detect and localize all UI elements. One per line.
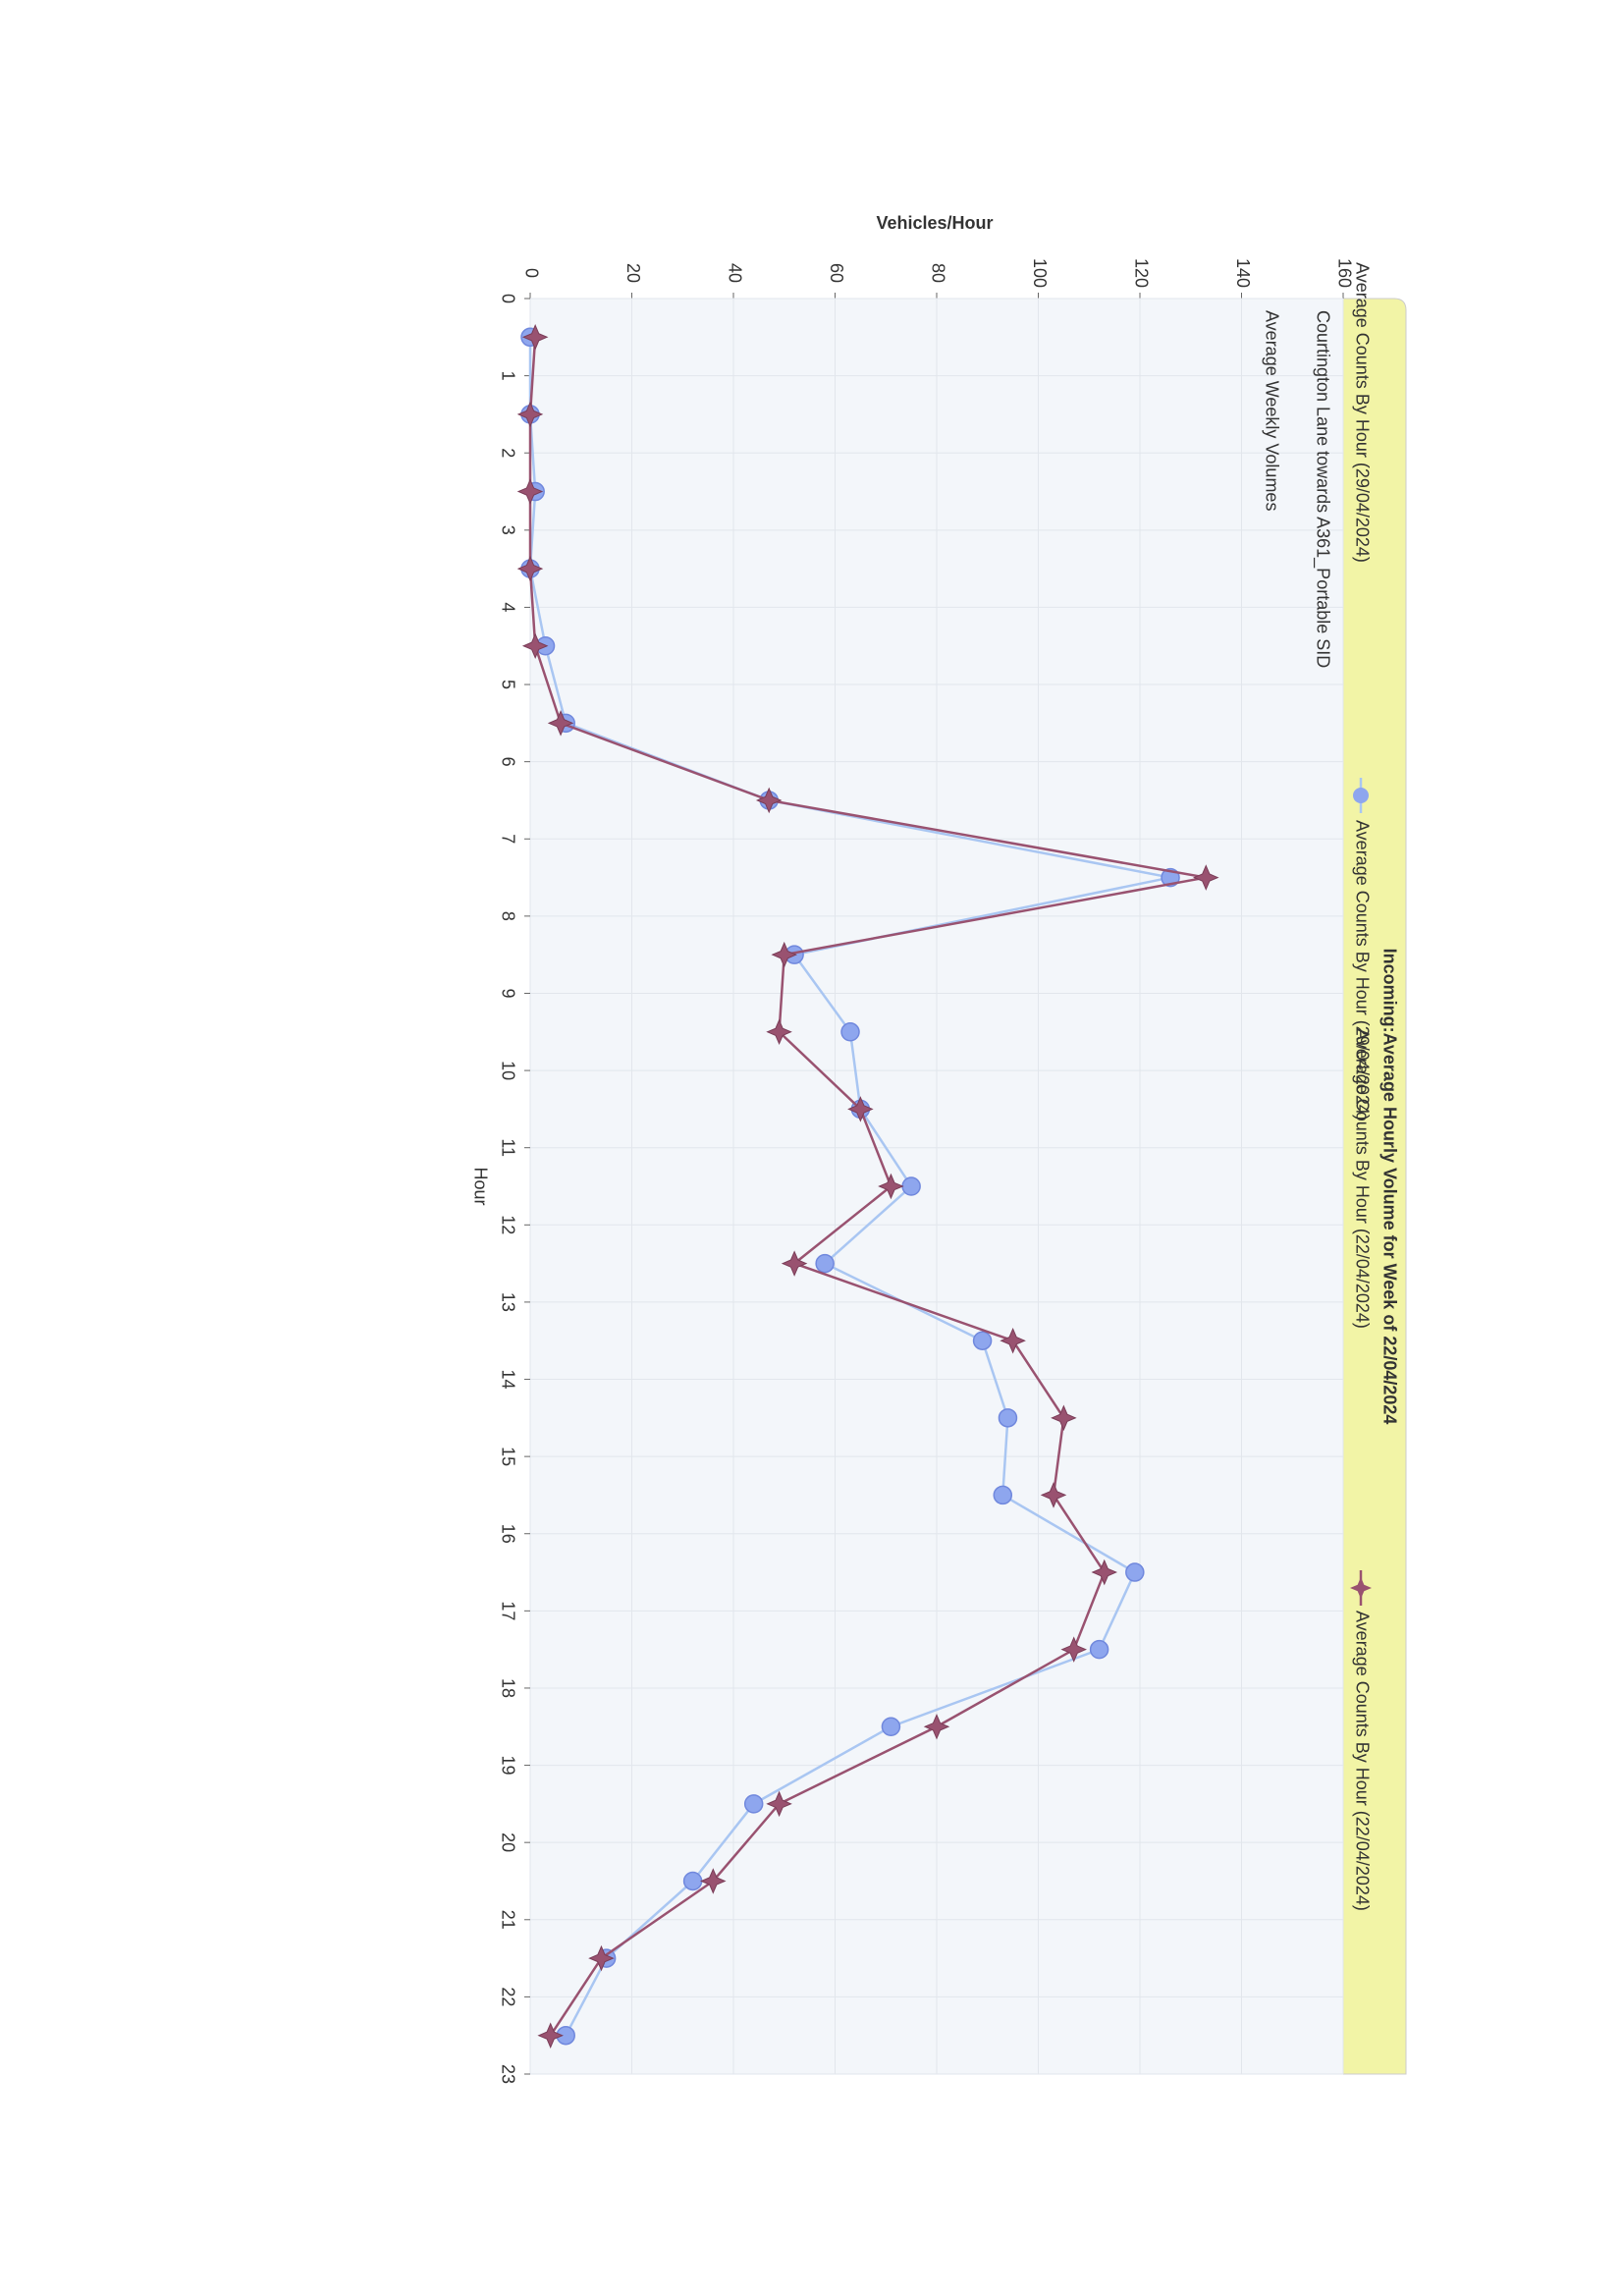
x-tick-label: 9 bbox=[498, 988, 517, 998]
point bbox=[537, 2022, 564, 2049]
x-tick-label: 19 bbox=[498, 1756, 517, 1776]
point bbox=[815, 1253, 835, 1274]
point bbox=[881, 1717, 901, 1737]
x-tick-label: 14 bbox=[498, 1370, 517, 1390]
x-tick-label: 11 bbox=[498, 1138, 517, 1157]
y-tick-label: 20 bbox=[623, 263, 643, 283]
point bbox=[1000, 1327, 1026, 1354]
point bbox=[743, 1794, 764, 1814]
subtitle: Average Weekly Volumes bbox=[1262, 310, 1281, 511]
legend-label: Average Counts By Hour (29/04/2024) bbox=[1352, 262, 1372, 563]
point bbox=[521, 632, 549, 660]
point bbox=[700, 1868, 727, 1894]
point bbox=[547, 710, 574, 737]
point bbox=[1091, 1558, 1118, 1586]
point bbox=[972, 1331, 993, 1350]
x-tick-label: 15 bbox=[498, 1447, 517, 1466]
point bbox=[521, 324, 549, 351]
x-tick-label: 17 bbox=[498, 1601, 517, 1620]
point bbox=[766, 1790, 792, 1818]
x-tick-label: 20 bbox=[498, 1832, 517, 1852]
point bbox=[1193, 864, 1219, 891]
point bbox=[588, 1944, 615, 1972]
x-tick-label: 23 bbox=[498, 2064, 517, 2084]
point bbox=[878, 1173, 904, 1200]
point bbox=[781, 1250, 808, 1277]
point bbox=[1051, 1404, 1077, 1432]
y-tick-label: 40 bbox=[725, 263, 744, 283]
point bbox=[998, 1408, 1018, 1428]
legend-label: Average Counts By Hour (29/04/2024) bbox=[1352, 820, 1372, 1121]
point bbox=[682, 1871, 703, 1891]
point bbox=[840, 1022, 860, 1042]
x-tick-label: 13 bbox=[498, 1292, 517, 1312]
point bbox=[1125, 1562, 1145, 1582]
x-tick-label: 2 bbox=[498, 448, 517, 458]
y-tick-label: 100 bbox=[1030, 258, 1050, 288]
x-tick-label: 8 bbox=[498, 911, 517, 921]
legend-label: Average Counts By Hour (22/04/2024) bbox=[1352, 1028, 1372, 1329]
chart-title: Incoming:Average Hourly Volume for Week … bbox=[1379, 949, 1399, 1425]
point bbox=[766, 1018, 792, 1046]
point bbox=[923, 1713, 950, 1740]
x-tick-label: 1 bbox=[498, 371, 517, 381]
x-tick-label: 0 bbox=[498, 294, 517, 303]
point bbox=[993, 1485, 1013, 1505]
x-tick-label: 12 bbox=[498, 1215, 517, 1234]
y-tick-label: 60 bbox=[827, 263, 846, 283]
y-tick-label: 160 bbox=[1334, 258, 1354, 288]
x-tick-label: 21 bbox=[498, 1910, 517, 1930]
x-axis-title: Hour bbox=[470, 1167, 490, 1205]
legend-marker bbox=[1350, 1577, 1372, 1599]
y-tick-label: 140 bbox=[1233, 258, 1253, 288]
x-tick-label: 6 bbox=[498, 757, 517, 767]
point bbox=[901, 1176, 921, 1196]
point bbox=[1060, 1636, 1087, 1663]
x-tick-label: 3 bbox=[498, 525, 517, 535]
point bbox=[516, 478, 544, 505]
header-band bbox=[1342, 298, 1407, 2075]
y-tick-label: 80 bbox=[928, 263, 947, 283]
x-tick-label: 7 bbox=[498, 834, 517, 844]
x-tick-label: 22 bbox=[498, 1987, 517, 2006]
legend-marker bbox=[1353, 788, 1369, 803]
point bbox=[847, 1096, 874, 1122]
legend-label: Average Counts By Hour (22/04/2024) bbox=[1352, 1611, 1372, 1911]
point bbox=[755, 787, 783, 814]
y-tick-label: 120 bbox=[1131, 258, 1151, 288]
point bbox=[1089, 1639, 1109, 1660]
point bbox=[771, 941, 798, 968]
x-tick-label: 5 bbox=[498, 680, 517, 689]
x-tick-label: 10 bbox=[498, 1061, 517, 1080]
y-axis-title: Vehicles/Hour bbox=[876, 213, 993, 233]
point bbox=[516, 401, 544, 428]
x-tick-label: 4 bbox=[498, 602, 517, 612]
point bbox=[1040, 1482, 1067, 1508]
x-tick-label: 16 bbox=[498, 1524, 517, 1544]
y-tick-label: 0 bbox=[521, 268, 541, 278]
subtitle: Courtington Lane towards A361_Portable S… bbox=[1312, 310, 1332, 668]
point bbox=[516, 555, 544, 582]
x-tick-label: 18 bbox=[498, 1678, 517, 1698]
